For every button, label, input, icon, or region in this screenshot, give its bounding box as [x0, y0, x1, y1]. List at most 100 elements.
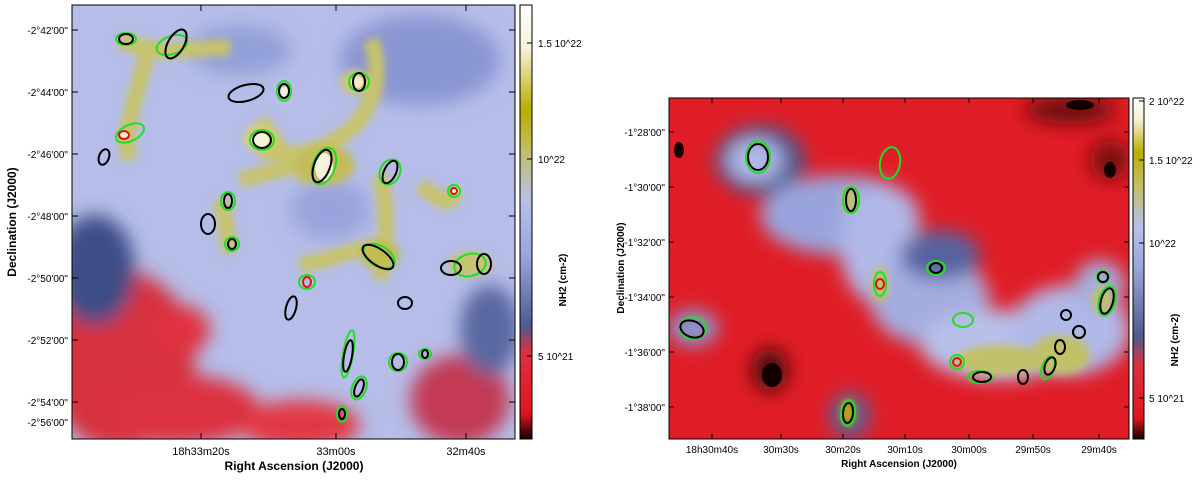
- core-ellipse: [1097, 285, 1117, 317]
- core-ellipse: [342, 339, 354, 373]
- y-tick-label: -1°28'00": [624, 128, 665, 139]
- core-ellipse: [118, 33, 134, 45]
- colorbar-tick-label: 1.5 10^22: [1149, 156, 1193, 167]
- core-ellipse: [972, 371, 992, 383]
- colorbar-tick-label: 5 10^21: [1149, 394, 1185, 405]
- x-tick-label: 30m20s: [825, 445, 861, 456]
- y-tick-label: -1°38'00": [624, 403, 665, 414]
- core-ellipse: [873, 271, 887, 297]
- y-tick-label: -1°34'00": [624, 293, 665, 304]
- x-axis-label-left: Right Ascension (J2000): [225, 459, 364, 473]
- core-ellipse: [276, 80, 292, 102]
- core-ellipse: [1043, 356, 1057, 376]
- core-ellipse: [1060, 309, 1072, 321]
- core-ellipse: [1099, 287, 1115, 315]
- x-tick-label: 30m00s: [951, 445, 987, 456]
- column-density-map-right: [669, 98, 1129, 439]
- colorbar-gradient: [1132, 97, 1145, 440]
- core-ellipse: [878, 146, 902, 180]
- plot-frame-left: [71, 4, 516, 440]
- panel-right: -1°28'00" -1°30'00" -1°32'00" -1°34'00" …: [616, 97, 1193, 470]
- core-ellipse: [745, 140, 771, 174]
- core-ellipse: [336, 405, 348, 423]
- tick-marks-left: [72, 5, 515, 439]
- core-ellipse: [361, 243, 395, 271]
- core-ellipse: [118, 130, 130, 140]
- y-tick-label: -2°56'00": [27, 418, 68, 429]
- y-tick-labels-right: -1°28'00" -1°30'00" -1°32'00" -1°34'00" …: [624, 128, 665, 414]
- x-tick-label: 33m00s: [316, 446, 356, 458]
- core-ellipse: [747, 143, 769, 171]
- y-tick-label: -1°36'00": [624, 348, 665, 359]
- core-ellipse: [114, 122, 146, 144]
- x-axis-label-right: Right Ascension (J2000): [841, 459, 957, 470]
- y-tick-label: -2°50'00": [27, 274, 68, 285]
- core-ellipse: [227, 82, 265, 104]
- core-ellipse: [302, 276, 312, 288]
- core-ellipse: [1054, 339, 1066, 355]
- y-tick-label: -2°42'00": [27, 26, 68, 37]
- core-ellipse: [447, 184, 461, 198]
- core-ellipse: [224, 236, 240, 252]
- core-ellipse: [391, 353, 405, 371]
- core-ellipse: [164, 28, 188, 60]
- colorbar-left: 1.5 10^22 10^22 5 10^21 NH2 (cm-2): [519, 4, 582, 440]
- y-axis-label-left: Declination (J2000): [5, 167, 19, 276]
- core-ellipse: [220, 191, 236, 211]
- core-ellipse: [841, 402, 855, 424]
- core-ellipse: [1072, 325, 1086, 339]
- core-ellipse: [381, 159, 399, 185]
- core-ellipse: [249, 129, 275, 151]
- x-tick-label: 29m50s: [1015, 445, 1051, 456]
- y-tick-label: -2°52'00": [27, 336, 68, 347]
- column-density-map-left: [72, 5, 515, 439]
- y-axis-label-right: Declination (J2000): [616, 222, 627, 313]
- core-ellipses-left: [97, 28, 492, 423]
- tick-marks-right: [669, 98, 1129, 439]
- core-ellipse: [298, 274, 316, 290]
- core-ellipse: [284, 295, 298, 321]
- core-ellipse: [353, 378, 365, 398]
- core-ellipse: [926, 260, 946, 276]
- core-ellipse: [949, 354, 965, 370]
- core-ellipse: [952, 312, 974, 328]
- x-tick-label: 30m30s: [763, 445, 799, 456]
- x-tick-label: 29m40s: [1081, 445, 1117, 456]
- core-ellipse: [97, 148, 111, 166]
- core-ellipse: [476, 253, 492, 275]
- core-ellipse: [352, 72, 366, 92]
- core-ellipse: [350, 375, 368, 401]
- colorbar-tick-label: 2 10^22: [1149, 97, 1185, 108]
- core-ellipses-right: [679, 140, 1117, 427]
- core-ellipse: [453, 252, 487, 278]
- core-ellipse: [929, 262, 943, 274]
- y-tick-label: -2°46'00": [27, 150, 68, 161]
- y-tick-label: -2°44'00": [27, 88, 68, 99]
- colorbar-tick-label: 5 10^21: [538, 352, 574, 363]
- core-ellipse: [397, 296, 413, 310]
- colorbar-right: 2 10^22 1.5 10^22 10^22 5 10^21 NH2 (cm-…: [1132, 97, 1193, 440]
- core-ellipse: [278, 83, 290, 99]
- core-ellipse: [310, 146, 338, 186]
- x-tick-labels-left: 18h33m20s 33m00s 32m40s: [172, 446, 486, 458]
- core-ellipse: [875, 278, 885, 290]
- panel-left: -2°42'00" -2°44'00" -2°46'00" -2°48'00" …: [5, 4, 582, 473]
- core-ellipse: [839, 399, 857, 427]
- core-ellipse: [223, 193, 233, 209]
- core-ellipse: [845, 188, 857, 212]
- core-ellipse: [1097, 271, 1109, 283]
- y-tick-labels-left: -2°42'00" -2°44'00" -2°46'00" -2°48'00" …: [27, 26, 68, 429]
- x-tick-label: 30m10s: [887, 445, 923, 456]
- core-ellipse: [311, 148, 333, 184]
- core-ellipse: [252, 131, 272, 149]
- core-ellipse: [200, 213, 216, 235]
- colorbar-label: NH2 (cm-2): [558, 254, 569, 307]
- x-tick-label: 18h33m20s: [172, 446, 230, 458]
- colorbar-tick-label: 10^22: [1149, 239, 1176, 250]
- colorbar-tick-label: 10^22: [538, 155, 565, 166]
- y-tick-label: -1°30'00": [624, 183, 665, 194]
- y-tick-label: -2°54'00": [27, 398, 68, 409]
- core-ellipse: [952, 357, 962, 367]
- core-ellipse: [227, 238, 237, 250]
